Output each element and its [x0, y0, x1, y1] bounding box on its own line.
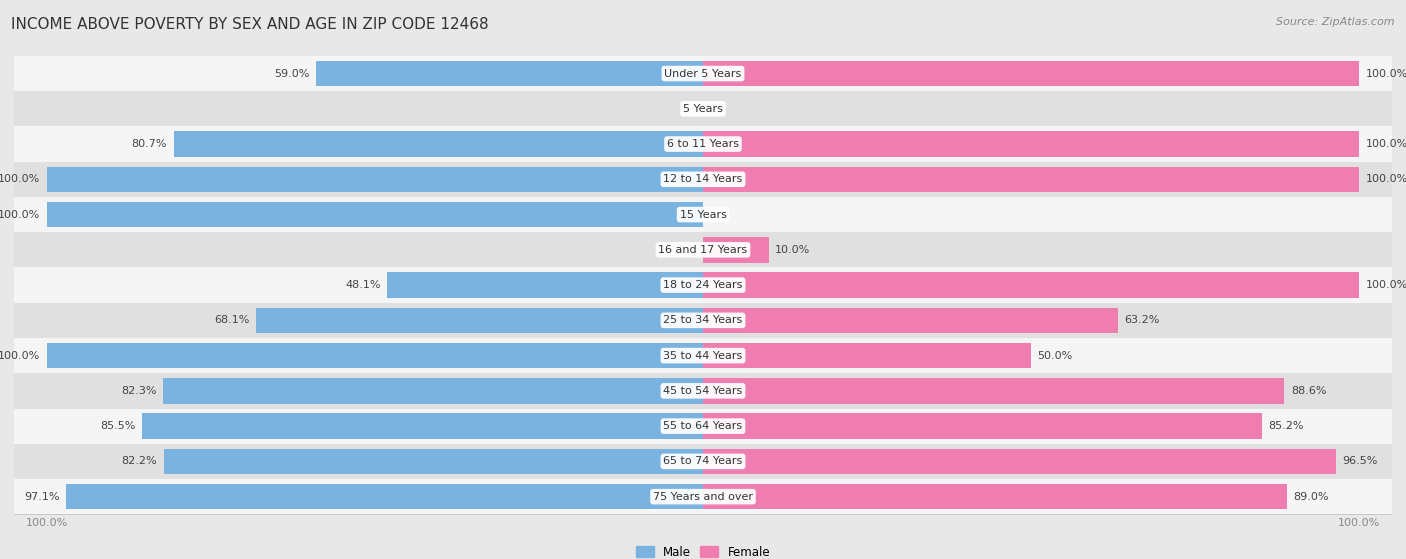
Bar	[703, 378, 1284, 404]
Bar	[14, 126, 1392, 162]
Text: 82.2%: 82.2%	[121, 456, 157, 466]
Bar	[388, 272, 703, 298]
Text: 12 to 14 Years: 12 to 14 Years	[664, 174, 742, 184]
Bar	[163, 378, 703, 404]
Text: 96.5%: 96.5%	[1343, 456, 1378, 466]
Bar	[703, 343, 1031, 368]
Bar	[173, 131, 703, 157]
Bar	[46, 343, 703, 368]
Text: 100.0%: 100.0%	[0, 210, 41, 220]
Text: 25 to 34 Years: 25 to 34 Years	[664, 315, 742, 325]
Text: 80.7%: 80.7%	[131, 139, 167, 149]
Bar	[14, 479, 1392, 514]
Bar	[703, 484, 1286, 509]
Text: 82.3%: 82.3%	[121, 386, 156, 396]
Text: 100.0%: 100.0%	[1365, 139, 1406, 149]
Text: 63.2%: 63.2%	[1125, 315, 1160, 325]
Bar	[14, 162, 1392, 197]
Bar	[703, 237, 769, 263]
Text: 100.0%: 100.0%	[1365, 174, 1406, 184]
Bar	[703, 414, 1263, 439]
Text: 16 and 17 Years: 16 and 17 Years	[658, 245, 748, 255]
Text: 18 to 24 Years: 18 to 24 Years	[664, 280, 742, 290]
Text: 100.0%: 100.0%	[1365, 280, 1406, 290]
Text: 65 to 74 Years: 65 to 74 Years	[664, 456, 742, 466]
Text: 15 Years: 15 Years	[679, 210, 727, 220]
Bar	[14, 338, 1392, 373]
Text: 50.0%: 50.0%	[1038, 350, 1073, 361]
Bar	[256, 307, 703, 333]
Text: 85.2%: 85.2%	[1268, 421, 1305, 431]
Bar	[316, 61, 703, 86]
Bar	[14, 303, 1392, 338]
Legend: Male, Female: Male, Female	[631, 541, 775, 559]
Bar	[14, 409, 1392, 444]
Bar	[703, 272, 1360, 298]
Bar	[46, 202, 703, 228]
Bar	[66, 484, 703, 509]
Bar	[14, 91, 1392, 126]
Bar	[703, 449, 1336, 474]
Text: 68.1%: 68.1%	[214, 315, 250, 325]
Bar	[703, 61, 1360, 86]
Bar	[14, 232, 1392, 267]
Text: 6 to 11 Years: 6 to 11 Years	[666, 139, 740, 149]
Bar	[14, 56, 1392, 91]
Bar	[163, 449, 703, 474]
Bar	[14, 267, 1392, 303]
Bar	[142, 414, 703, 439]
Bar	[703, 307, 1118, 333]
Text: 75 Years and over: 75 Years and over	[652, 492, 754, 501]
Bar	[14, 373, 1392, 409]
Text: 88.6%: 88.6%	[1291, 386, 1326, 396]
Text: 48.1%: 48.1%	[346, 280, 381, 290]
Text: 10.0%: 10.0%	[775, 245, 810, 255]
Text: 100.0%: 100.0%	[1365, 69, 1406, 78]
Text: 59.0%: 59.0%	[274, 69, 309, 78]
Text: 97.1%: 97.1%	[24, 492, 59, 501]
Text: 45 to 54 Years: 45 to 54 Years	[664, 386, 742, 396]
Text: Under 5 Years: Under 5 Years	[665, 69, 741, 78]
Text: 85.5%: 85.5%	[100, 421, 135, 431]
Text: 55 to 64 Years: 55 to 64 Years	[664, 421, 742, 431]
Text: Source: ZipAtlas.com: Source: ZipAtlas.com	[1277, 17, 1395, 27]
Bar	[14, 444, 1392, 479]
Text: 89.0%: 89.0%	[1294, 492, 1329, 501]
Bar	[703, 167, 1360, 192]
Text: 100.0%: 100.0%	[0, 174, 41, 184]
Bar	[703, 131, 1360, 157]
Bar	[46, 167, 703, 192]
Text: 5 Years: 5 Years	[683, 104, 723, 114]
Bar	[14, 197, 1392, 232]
Text: INCOME ABOVE POVERTY BY SEX AND AGE IN ZIP CODE 12468: INCOME ABOVE POVERTY BY SEX AND AGE IN Z…	[11, 17, 489, 32]
Text: 35 to 44 Years: 35 to 44 Years	[664, 350, 742, 361]
Text: 100.0%: 100.0%	[0, 350, 41, 361]
